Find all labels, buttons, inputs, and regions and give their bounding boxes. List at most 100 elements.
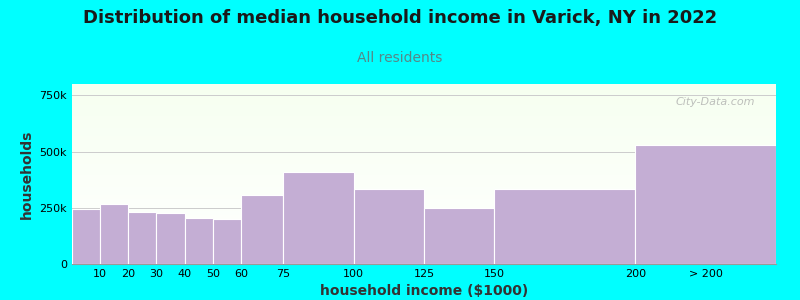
Bar	[72, 190, 776, 191]
Bar	[72, 226, 776, 227]
Bar	[72, 188, 776, 189]
Bar	[72, 136, 776, 137]
Bar	[72, 157, 776, 158]
Bar	[72, 86, 776, 87]
Bar	[72, 225, 776, 226]
Bar	[72, 108, 776, 109]
Bar	[72, 161, 776, 162]
Bar	[72, 209, 100, 264]
Bar	[635, 145, 776, 264]
Bar	[72, 150, 776, 151]
Bar	[72, 206, 776, 207]
Bar	[72, 138, 776, 139]
Bar	[72, 196, 776, 197]
Bar	[72, 187, 776, 188]
Bar	[72, 213, 776, 214]
Bar	[424, 208, 494, 264]
Bar	[72, 99, 776, 100]
Bar	[72, 160, 776, 161]
Bar	[72, 248, 776, 249]
Bar	[72, 231, 776, 232]
Bar	[72, 181, 776, 182]
Bar	[72, 260, 776, 261]
Bar	[72, 98, 776, 99]
Bar	[72, 87, 776, 88]
Y-axis label: households: households	[20, 129, 34, 219]
Bar	[72, 222, 776, 223]
Bar	[72, 204, 776, 205]
Bar	[72, 165, 776, 166]
Bar	[72, 244, 776, 245]
Bar	[72, 220, 776, 221]
Bar	[72, 174, 776, 175]
Bar	[72, 240, 776, 241]
Bar	[72, 216, 776, 217]
X-axis label: household income ($1000): household income ($1000)	[320, 284, 528, 298]
Bar	[72, 219, 776, 220]
Bar	[72, 125, 776, 126]
Bar	[72, 221, 776, 222]
Bar	[72, 101, 776, 102]
Bar	[72, 247, 776, 248]
Bar	[72, 84, 776, 85]
Bar	[72, 186, 776, 187]
Bar	[72, 120, 776, 121]
Bar	[72, 135, 776, 136]
Bar	[72, 215, 776, 216]
Bar	[72, 105, 776, 106]
Bar	[72, 242, 776, 243]
Bar	[185, 218, 213, 264]
Bar	[72, 238, 776, 239]
Bar	[72, 167, 776, 168]
Bar	[72, 230, 776, 231]
Bar	[72, 149, 776, 150]
Text: All residents: All residents	[358, 51, 442, 65]
Bar	[72, 237, 776, 238]
Bar	[72, 163, 776, 164]
Bar	[72, 195, 776, 196]
Bar	[72, 200, 776, 201]
Bar	[72, 168, 776, 169]
Bar	[72, 97, 776, 98]
Bar	[72, 250, 776, 251]
Bar	[72, 104, 776, 105]
Bar	[72, 217, 776, 218]
Bar	[72, 123, 776, 124]
Bar	[72, 262, 776, 263]
Bar	[72, 134, 776, 135]
Bar	[72, 173, 776, 174]
Bar	[72, 241, 776, 242]
Bar	[72, 251, 776, 252]
Bar	[72, 154, 776, 155]
Bar	[72, 171, 776, 172]
Bar	[72, 199, 776, 200]
Bar	[72, 212, 776, 213]
Bar	[72, 106, 776, 107]
Bar	[72, 142, 776, 143]
Bar	[72, 207, 776, 208]
Bar	[72, 159, 776, 160]
Bar	[72, 256, 776, 257]
Bar	[72, 228, 776, 229]
Bar	[72, 121, 776, 122]
Bar	[72, 102, 776, 103]
Bar	[72, 239, 776, 240]
Bar	[72, 192, 776, 193]
Bar	[72, 210, 776, 211]
Bar	[72, 176, 776, 177]
Bar	[157, 213, 185, 264]
Bar	[72, 202, 776, 203]
Bar	[72, 253, 776, 254]
Bar	[72, 145, 776, 146]
Bar	[72, 229, 776, 230]
Bar	[72, 95, 776, 96]
Bar	[72, 201, 776, 202]
Text: City-Data.com: City-Data.com	[675, 97, 755, 106]
Bar	[72, 146, 776, 147]
Bar	[72, 93, 776, 94]
Bar	[72, 158, 776, 159]
Bar	[100, 204, 128, 264]
Bar	[72, 172, 776, 173]
Bar	[72, 100, 776, 101]
Bar	[72, 249, 776, 250]
